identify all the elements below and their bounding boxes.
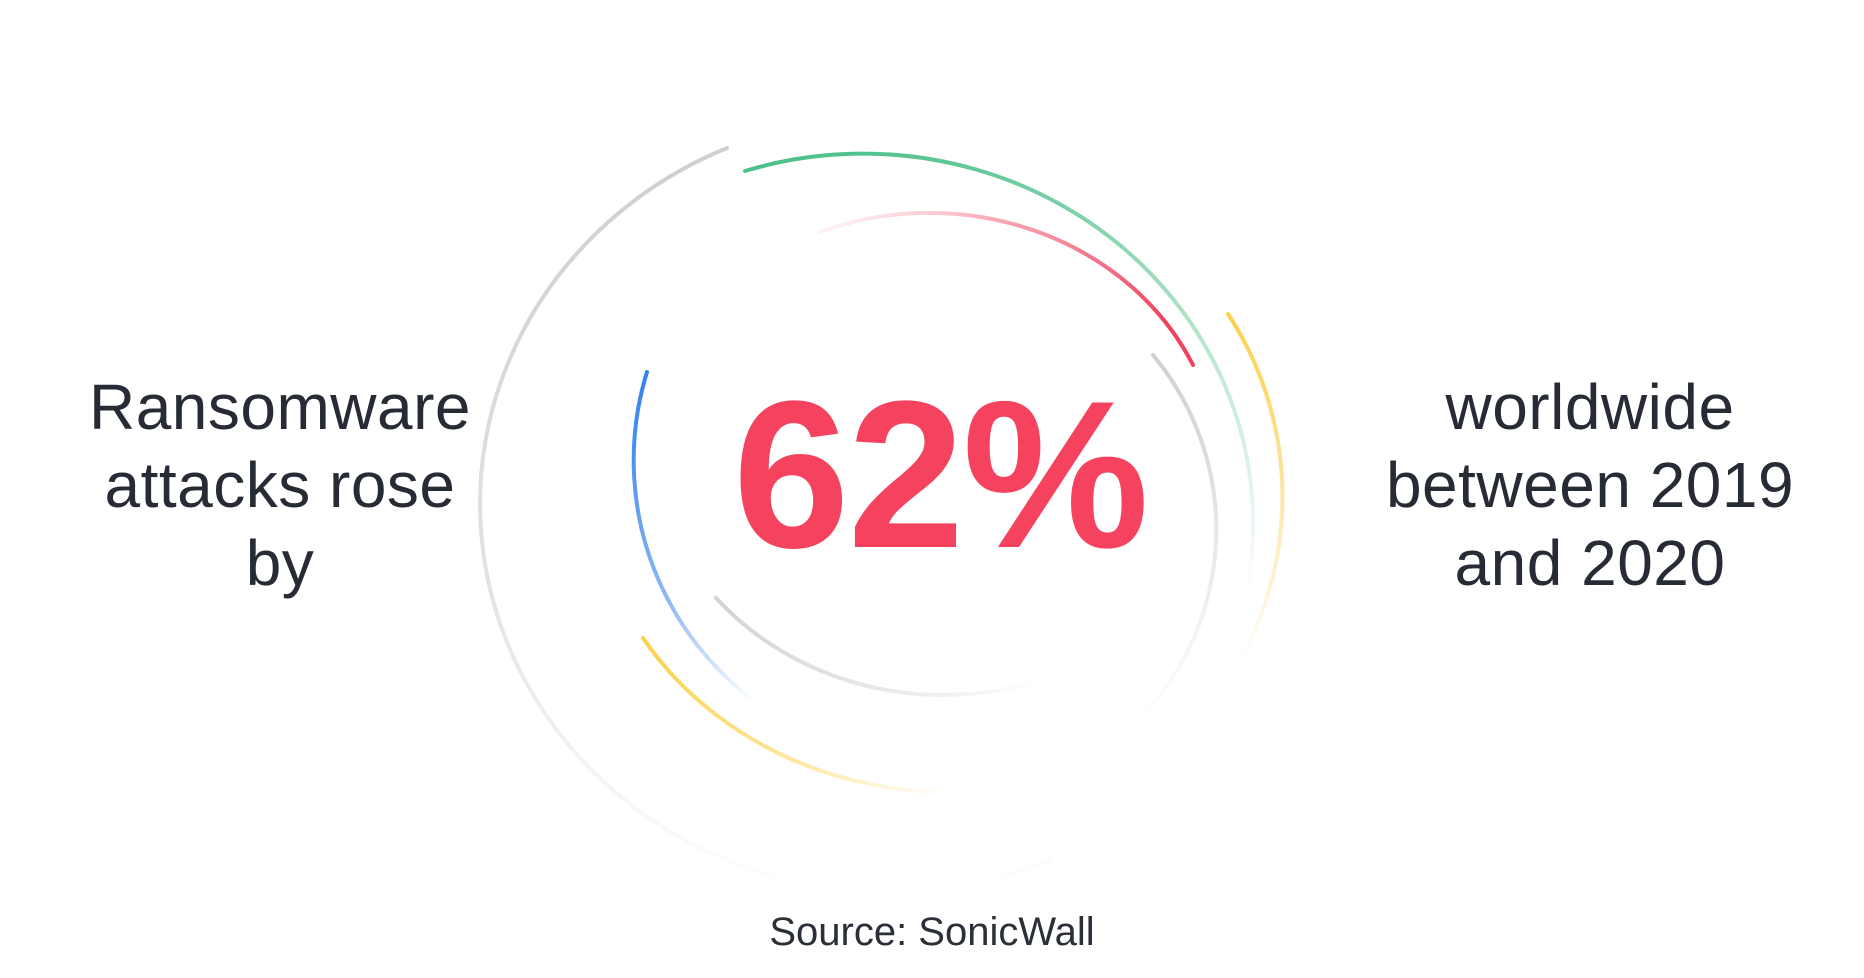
outer-gray-ring: [478, 146, 1052, 894]
inner-gray-ring: [714, 596, 1042, 698]
inner-blue-ring: [631, 370, 822, 740]
right-statement-line-3: and 2020: [1454, 527, 1726, 599]
left-statement-line-2: attacks rose: [104, 449, 456, 521]
right-statement: worldwide between 2019 and 2020: [1340, 368, 1840, 602]
left-statement-line-1: Ransomware: [88, 371, 472, 443]
right-statement-line-1: worldwide: [1445, 371, 1735, 443]
inner-red-ring: [818, 210, 1195, 367]
left-statement: Ransomware attacks rose by: [40, 368, 520, 602]
right-statement-line-2: between 2019: [1385, 449, 1795, 521]
yellow-ring-left: [641, 636, 1052, 795]
left-statement-line-3: by: [245, 527, 315, 599]
headline-percentage: 62%: [732, 357, 1149, 592]
inner-gray-ring-right: [1132, 353, 1219, 727]
source-caption: Source: SonicWall: [769, 910, 1095, 954]
outer-green-ring: [743, 151, 1256, 712]
yellow-ring-right: [1226, 312, 1285, 662]
